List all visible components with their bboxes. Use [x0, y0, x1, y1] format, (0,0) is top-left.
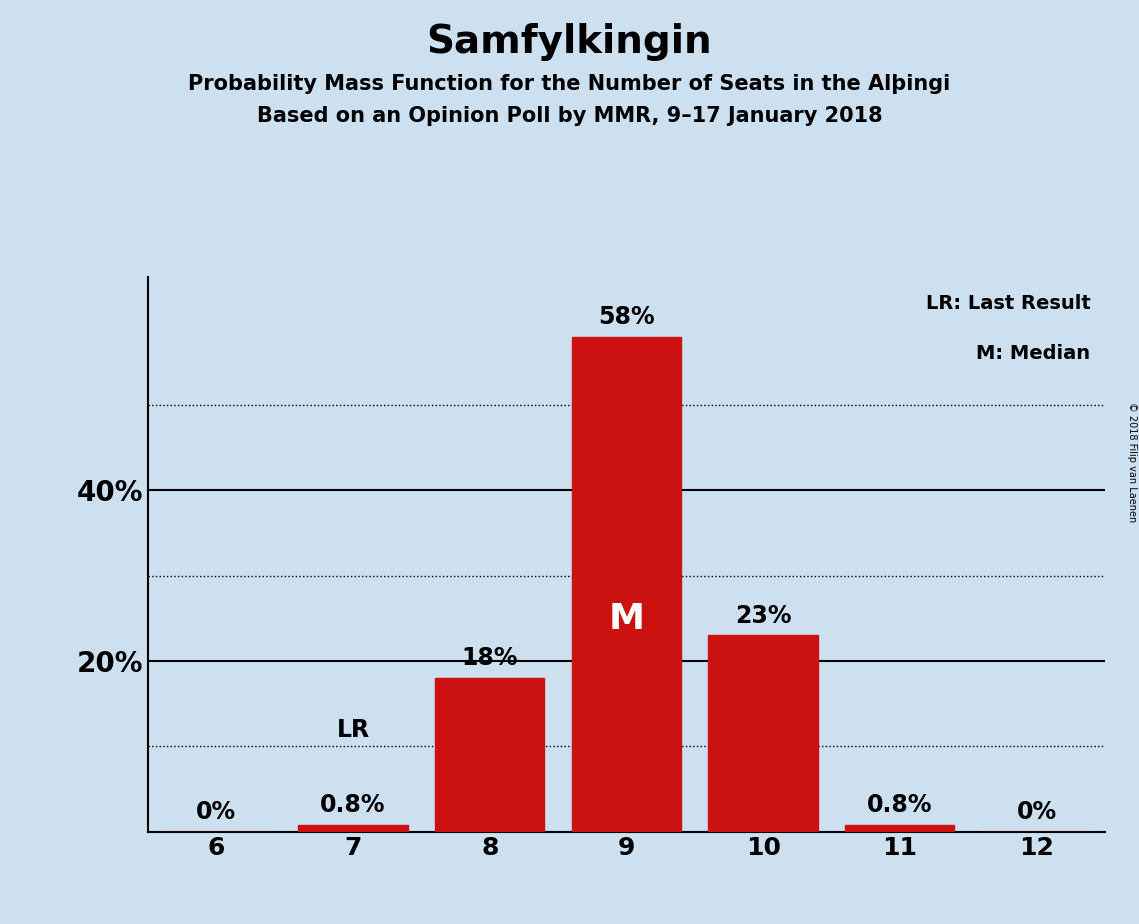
Text: M: Median: M: Median	[976, 344, 1090, 363]
Text: 0%: 0%	[1016, 800, 1057, 824]
Text: Samfylkingin: Samfylkingin	[427, 23, 712, 61]
Text: Probability Mass Function for the Number of Seats in the Alþingi: Probability Mass Function for the Number…	[188, 74, 951, 94]
Text: © 2018 Filip van Laenen: © 2018 Filip van Laenen	[1126, 402, 1137, 522]
Bar	[298, 825, 408, 832]
Text: 0.8%: 0.8%	[320, 793, 386, 817]
Text: 0%: 0%	[196, 800, 237, 824]
Text: Based on an Opinion Poll by MMR, 9–17 January 2018: Based on an Opinion Poll by MMR, 9–17 Ja…	[256, 106, 883, 127]
Text: 58%: 58%	[598, 305, 655, 329]
Text: M: M	[608, 602, 645, 636]
Text: 23%: 23%	[735, 603, 792, 627]
Bar	[708, 636, 818, 832]
Bar	[435, 678, 544, 832]
Text: 0.8%: 0.8%	[867, 793, 933, 817]
Bar	[845, 825, 954, 832]
Text: LR: Last Result: LR: Last Result	[926, 294, 1090, 313]
Text: 18%: 18%	[461, 647, 518, 671]
Text: LR: LR	[336, 718, 370, 742]
Bar	[572, 337, 681, 832]
